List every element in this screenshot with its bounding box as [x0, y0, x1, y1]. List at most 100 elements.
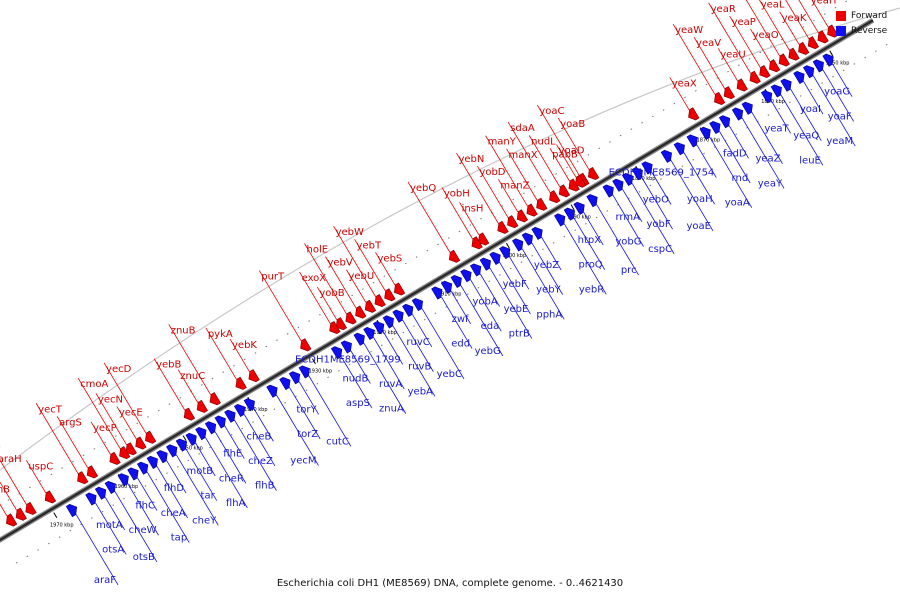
gene-connector: [693, 36, 726, 89]
gene-ptrB: ptrB: [479, 257, 533, 340]
gene-connector: [651, 171, 672, 205]
gene-nudL: nudL: [528, 135, 571, 198]
gene-arrow: [469, 263, 482, 277]
gene-arrow: [448, 249, 461, 263]
gene-yebZ: yebZ: [531, 226, 562, 271]
gene-yeaL: yeaL: [759, 0, 800, 61]
gene-arrow: [531, 226, 543, 240]
gene-arrow: [109, 451, 121, 465]
gene-connector: [316, 286, 338, 320]
gene-label: yebC: [437, 369, 462, 380]
gene-label: yecE: [119, 407, 143, 418]
gene-connector: [402, 319, 434, 372]
gene-label: araF: [94, 575, 116, 586]
gene-fadD: fadD: [718, 115, 749, 159]
gene-yeaH: yeaH: [811, 0, 839, 38]
gene-yeaJ: yeaJ: [785, 0, 820, 50]
gene-connector: [95, 393, 127, 446]
gene-label: cheB: [247, 431, 272, 442]
gene-label: ptrB: [509, 329, 530, 340]
gene-connector: [234, 419, 277, 491]
gene-connector: [499, 262, 531, 315]
gene-yeaR: yeaR: [708, 2, 761, 84]
gene-arrow: [736, 78, 748, 92]
tick-label: 1880 kbp: [632, 176, 656, 182]
gene-arrow: [94, 486, 107, 500]
gene-connector: [195, 443, 216, 477]
gene-arrow: [335, 317, 348, 331]
gene-cheB: cheB: [243, 398, 274, 442]
gene-connector: [460, 285, 504, 357]
gene-connector: [750, 28, 771, 63]
gene-connector: [146, 471, 190, 543]
gene-connector: [156, 466, 188, 519]
gene-label: insH: [462, 203, 484, 214]
gene-connector: [363, 342, 407, 414]
gene-yoaH: yoaH: [673, 142, 715, 205]
gene-label: yeaZ: [755, 154, 780, 165]
gene-arrow: [330, 346, 343, 360]
gene-connector: [0, 481, 18, 511]
gene-yebQ: yebQ: [407, 181, 461, 263]
gene-label: fadD: [723, 148, 747, 159]
gene-arrow: [136, 461, 149, 475]
gene-connector: [175, 454, 219, 526]
gene-arrow: [65, 504, 78, 518]
gene-connector: [470, 279, 502, 332]
gene-arrow: [146, 455, 158, 469]
gene-yobF: yobF: [631, 167, 673, 230]
gene-label: yeaM: [826, 136, 853, 147]
gene-label: yoaA: [725, 198, 750, 209]
gene-connector: [822, 69, 854, 122]
gene-ftnB: ftnB: [0, 484, 18, 527]
gene-cspC: cspC: [621, 172, 675, 255]
gene-yeaV: yeaV: [693, 36, 735, 100]
gene-arrow: [6, 513, 18, 527]
gene-label: yebG: [475, 346, 501, 357]
gene-connector: [392, 325, 436, 397]
gene-nudB: nudB: [340, 340, 371, 385]
gene-label: pabB: [552, 149, 578, 160]
axis-tick: 1950 kbp: [179, 435, 203, 451]
gene-label: yebB: [156, 360, 181, 371]
gene-connector: [803, 81, 824, 115]
genome-title: Escherichia coli DH1 (ME8569) DNA, compl…: [276, 578, 624, 589]
gene-label: znuC: [180, 371, 205, 382]
gene-arrow: [499, 246, 511, 260]
reverse-swatch: [836, 25, 846, 36]
gene-yeaM: yeaM: [802, 65, 856, 147]
gene-arrow: [195, 427, 207, 441]
gene-connector: [340, 356, 373, 409]
axis-tick: 1850 kbp: [826, 50, 849, 66]
gene-arrow: [44, 490, 57, 504]
gene-connector: [785, 0, 810, 39]
gene-label: araH: [0, 454, 22, 465]
gene-connector: [214, 431, 247, 484]
gene-arrow: [827, 24, 839, 38]
gene-arrow: [25, 501, 37, 515]
gene-arrow: [233, 403, 246, 418]
gene-yebW: yebW: [333, 225, 386, 308]
gene-arrow: [709, 121, 721, 135]
gene-connector: [811, 0, 829, 28]
gene-label: yebF: [503, 279, 527, 290]
gene-arrow: [125, 442, 137, 456]
gene-yobA: yobA: [469, 263, 501, 308]
gene-label: yobD: [479, 167, 505, 178]
gene-connector: [573, 217, 606, 270]
gene-rnd: rnd: [709, 121, 751, 184]
gene-connector: [304, 243, 347, 315]
gene-yeaN: yeaN: [745, 0, 790, 67]
gene-label: yeaO: [753, 30, 779, 41]
gene-yebR: yebR: [554, 213, 607, 295]
gene-yecN: yecN: [95, 393, 137, 456]
gene-connector: [456, 152, 499, 224]
gene-arrow: [145, 430, 157, 444]
gene-label: yeaU: [720, 49, 746, 60]
gene-connector: [450, 290, 471, 325]
gene-connector: [583, 212, 604, 246]
gene-arrow: [673, 142, 685, 156]
gene-connector: [224, 425, 245, 459]
gene-yoaF: yoaF: [812, 59, 854, 122]
gene-label: yeaR: [711, 4, 736, 15]
